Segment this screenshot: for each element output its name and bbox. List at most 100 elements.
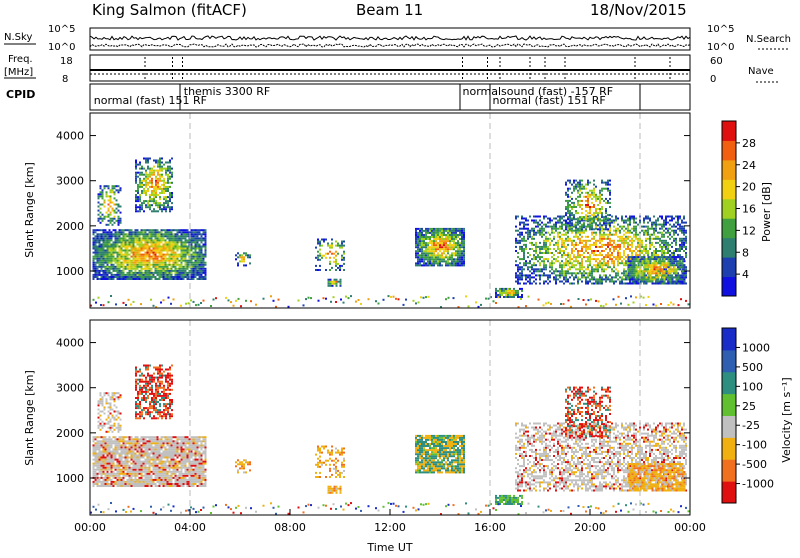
power-cell	[125, 233, 127, 235]
power-cell	[443, 256, 445, 258]
cpid-label: CPID	[6, 88, 35, 101]
power-cell	[661, 250, 663, 252]
power-cell	[587, 274, 589, 276]
power-cell	[155, 182, 157, 184]
power-cell	[654, 276, 656, 278]
power-cell	[103, 254, 105, 256]
power-cell	[660, 281, 662, 283]
power-cell	[579, 218, 581, 220]
power-cell	[101, 256, 103, 258]
power-cell	[630, 274, 632, 276]
power-cell	[480, 304, 482, 306]
power-cell	[159, 192, 161, 194]
power-cell	[183, 272, 185, 274]
power-cell	[587, 264, 589, 266]
power-cell	[147, 229, 149, 231]
power-cell	[617, 270, 619, 272]
power-cell	[643, 248, 645, 250]
power-cell	[659, 232, 661, 234]
power-cell	[615, 218, 617, 220]
power-cell	[615, 246, 617, 248]
power-cell	[101, 250, 103, 252]
power-cell	[652, 276, 654, 278]
power-cell	[155, 202, 157, 204]
power-cell	[423, 264, 425, 266]
power-cell	[661, 240, 663, 242]
power-cell	[443, 232, 445, 234]
power-cell	[145, 268, 147, 270]
power-cell	[628, 268, 630, 270]
power-cell	[589, 244, 591, 246]
power-cell	[660, 262, 662, 264]
power-cell	[323, 241, 325, 243]
power-cell	[599, 192, 601, 194]
power-cell	[597, 228, 599, 230]
power-cell	[137, 254, 139, 256]
power-cell	[563, 283, 565, 285]
power-cell	[628, 260, 630, 262]
power-cell	[581, 250, 583, 252]
power-cell	[173, 246, 175, 248]
power-cell	[321, 245, 323, 247]
power-cell	[587, 218, 589, 220]
power-cell	[547, 226, 549, 228]
power-cell	[535, 252, 537, 254]
power-cell	[123, 254, 125, 256]
power-cell	[535, 246, 537, 248]
power-cell	[607, 180, 609, 182]
power-cell	[155, 258, 157, 260]
power-cell	[165, 198, 167, 200]
velocity-cell	[107, 483, 109, 485]
colorbar-segment	[722, 218, 736, 238]
power-cell	[457, 252, 459, 254]
power-cell	[605, 224, 607, 226]
power-cell	[551, 272, 553, 274]
power-cell	[415, 232, 417, 234]
power-cell	[135, 172, 137, 174]
power-cell	[151, 229, 153, 231]
power-cell	[579, 240, 581, 242]
power-cell	[203, 229, 205, 231]
power-cell	[145, 233, 147, 235]
power-cell	[527, 262, 529, 264]
power-cell	[111, 237, 113, 239]
power-cell	[423, 238, 425, 240]
power-cell	[139, 235, 141, 237]
power-cell	[613, 264, 615, 266]
power-cell	[97, 233, 99, 235]
power-cell	[109, 241, 111, 243]
power-cell	[137, 244, 139, 246]
power-cell	[105, 246, 107, 248]
power-cell	[561, 260, 563, 262]
power-cell	[623, 264, 625, 266]
power-cell	[143, 237, 145, 239]
power-cell	[112, 191, 114, 193]
power-cell	[112, 224, 114, 226]
power-cell	[636, 283, 638, 285]
power-cell	[670, 266, 672, 268]
power-cell	[123, 235, 125, 237]
power-cell	[571, 283, 573, 285]
power-cell	[197, 239, 199, 241]
power-cell	[525, 248, 527, 250]
power-cell	[113, 233, 115, 235]
power-cell	[455, 236, 457, 238]
velocity-cell	[103, 448, 105, 450]
power-cell	[327, 245, 329, 247]
power-cell	[175, 252, 177, 254]
power-cell	[107, 276, 109, 278]
velocity-cell	[93, 440, 95, 442]
power-cell	[133, 272, 135, 274]
power-cell	[343, 253, 345, 255]
power-cell	[529, 234, 531, 236]
power-cell	[680, 258, 682, 260]
power-cell	[205, 248, 207, 250]
power-cell	[571, 252, 573, 254]
power-cell	[113, 229, 115, 231]
power-cell	[655, 305, 657, 307]
power-cell	[443, 234, 445, 236]
power-cell	[557, 242, 559, 244]
power-cell	[644, 258, 646, 260]
power-cell	[125, 278, 127, 280]
velocity-cell	[103, 465, 105, 467]
